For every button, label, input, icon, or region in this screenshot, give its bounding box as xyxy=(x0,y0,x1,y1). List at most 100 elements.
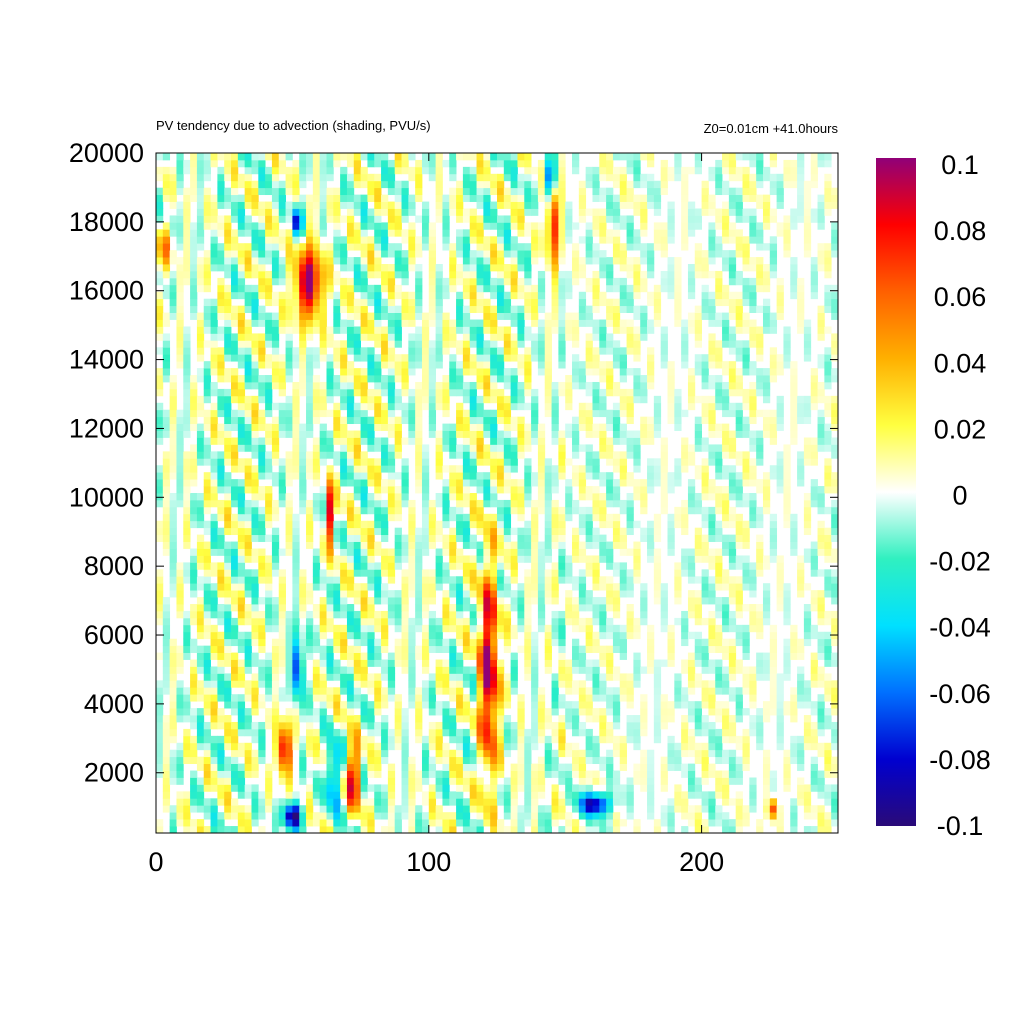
heatmap-cell xyxy=(469,472,477,480)
heatmap-cell xyxy=(647,659,655,667)
heatmap-cell xyxy=(606,624,614,633)
heatmap-cell xyxy=(374,624,382,633)
heatmap-cell xyxy=(306,645,314,653)
heatmap-cell xyxy=(483,597,491,605)
heatmap-cell xyxy=(449,826,457,834)
heatmap-cell xyxy=(687,576,696,584)
heatmap-cell xyxy=(176,416,184,425)
heatmap-cell xyxy=(292,527,300,536)
heatmap-cell xyxy=(401,493,409,501)
heatmap-cell xyxy=(565,388,573,397)
heatmap-cell xyxy=(572,430,580,438)
heatmap-cell xyxy=(681,458,689,466)
heatmap-cell xyxy=(360,520,368,529)
heatmap-cell xyxy=(776,826,784,834)
heatmap-cell xyxy=(762,486,771,494)
heatmap-cell xyxy=(162,520,171,529)
heatmap-cell xyxy=(674,388,682,397)
heatmap-cell xyxy=(224,520,232,529)
heatmap-cell xyxy=(469,819,477,827)
heatmap-cell xyxy=(490,812,498,820)
heatmap-cell xyxy=(326,617,334,626)
heatmap-cell xyxy=(401,715,409,723)
heatmap-cell xyxy=(790,694,798,702)
heatmap-cell xyxy=(551,416,559,425)
heatmap-cell xyxy=(694,416,702,425)
heatmap-cell xyxy=(162,659,171,667)
heatmap-cell xyxy=(742,527,750,536)
heatmap-cell xyxy=(762,506,771,515)
heatmap-cell xyxy=(633,680,641,688)
heatmap-cell xyxy=(224,777,232,785)
heatmap-cell xyxy=(176,444,184,452)
heatmap-cell xyxy=(701,666,709,674)
heatmap-cell xyxy=(156,527,164,536)
heatmap-cell xyxy=(203,701,211,709)
heatmap-cell xyxy=(203,409,211,418)
heatmap-cell xyxy=(674,583,682,591)
heatmap-cell xyxy=(524,388,532,397)
heatmap-cell xyxy=(503,423,512,431)
heatmap-cell xyxy=(231,576,239,584)
heatmap-cell xyxy=(728,583,737,591)
heatmap-cell xyxy=(237,562,246,570)
heatmap-cell xyxy=(224,687,232,695)
heatmap-cell xyxy=(640,395,648,404)
heatmap-cell xyxy=(292,735,300,744)
heatmap-cell xyxy=(244,361,252,369)
heatmap-cell xyxy=(299,777,307,785)
heatmap-cell xyxy=(224,395,232,404)
heatmap-cell xyxy=(790,631,798,640)
heatmap-cell xyxy=(776,812,784,820)
heatmap-cell xyxy=(251,583,259,591)
heatmap-cell xyxy=(183,534,191,542)
heatmap-cell xyxy=(169,402,177,411)
heatmap-cell xyxy=(394,499,402,508)
heatmap-cell xyxy=(381,569,389,577)
heatmap-cell xyxy=(667,763,675,771)
heatmap-cell xyxy=(735,798,743,806)
heatmap-cell xyxy=(483,534,491,542)
heatmap-cell xyxy=(776,416,784,425)
heatmap-cell xyxy=(633,381,641,390)
heatmap-cell xyxy=(442,437,450,445)
heatmap-cell xyxy=(415,826,423,834)
heatmap-cell xyxy=(162,423,171,431)
heatmap-cell xyxy=(735,458,743,466)
heatmap-cell xyxy=(449,472,457,480)
heatmap-cell xyxy=(742,534,750,542)
heatmap-cell xyxy=(271,604,280,612)
heatmap-cell xyxy=(428,590,437,598)
heatmap-cell xyxy=(210,569,218,577)
heatmap-cell xyxy=(367,680,375,688)
heatmap-cell xyxy=(251,465,259,473)
heatmap-cell xyxy=(278,472,286,480)
heatmap-cell xyxy=(442,548,450,556)
heatmap-cell xyxy=(687,749,696,758)
heatmap-cell xyxy=(572,624,580,633)
heatmap-cell xyxy=(742,728,750,737)
heatmap-cell xyxy=(306,819,314,827)
heatmap-cell xyxy=(156,583,164,591)
heatmap-cell xyxy=(660,624,668,633)
heatmap-cell xyxy=(551,381,559,390)
heatmap-cell xyxy=(299,701,307,709)
heatmap-cell xyxy=(776,715,784,723)
heatmap-cell xyxy=(606,423,614,431)
heatmap-cell xyxy=(585,742,593,751)
heatmap-cell xyxy=(769,430,778,438)
heatmap-cell xyxy=(251,687,259,695)
heatmap-cell xyxy=(606,819,614,827)
heatmap-cell xyxy=(578,444,587,452)
heatmap-cell xyxy=(565,708,573,716)
heatmap-cell xyxy=(258,666,266,674)
heatmap-cell xyxy=(687,604,696,612)
heatmap-cell xyxy=(196,784,205,792)
heatmap-cell xyxy=(237,444,246,452)
heatmap-cell xyxy=(831,784,839,792)
heatmap-cell xyxy=(640,770,648,778)
heatmap-cell xyxy=(442,645,450,653)
heatmap-cell xyxy=(497,416,505,425)
heatmap-cell xyxy=(653,416,662,425)
heatmap-cell xyxy=(251,624,259,633)
